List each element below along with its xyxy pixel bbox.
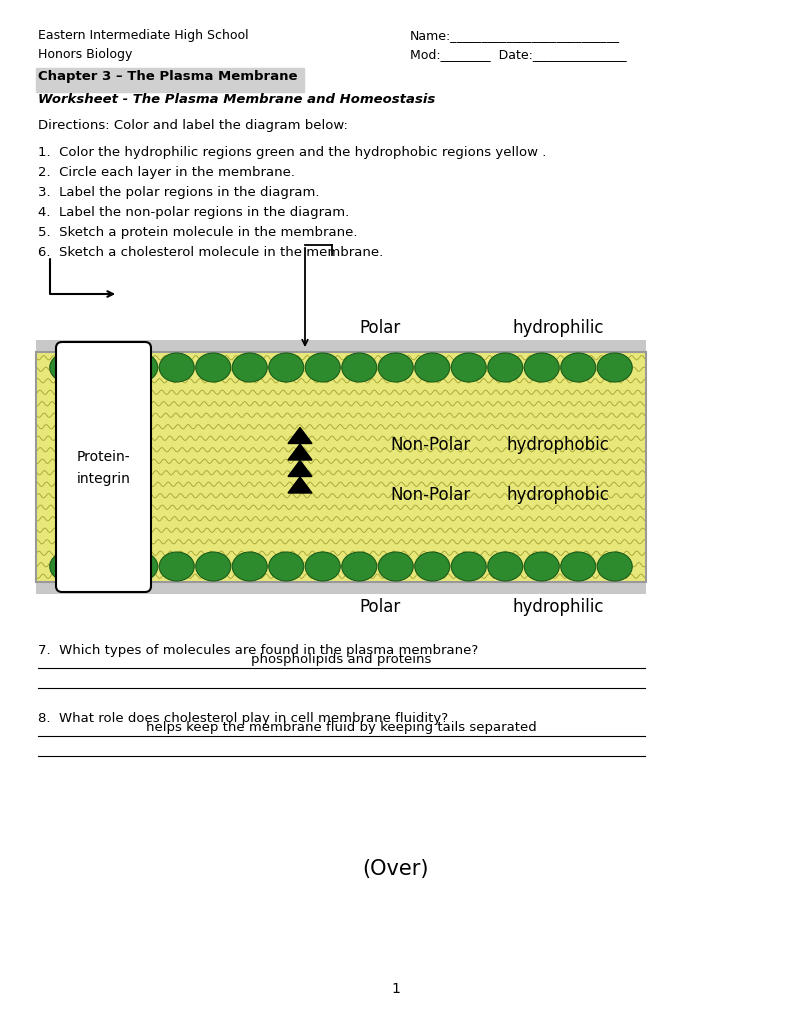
Ellipse shape <box>451 353 486 382</box>
Ellipse shape <box>342 552 377 581</box>
Ellipse shape <box>195 552 231 581</box>
Ellipse shape <box>123 353 157 382</box>
Text: 7.  Which types of molecules are found in the plasma membrane?: 7. Which types of molecules are found in… <box>38 644 479 657</box>
FancyBboxPatch shape <box>56 342 151 592</box>
Ellipse shape <box>488 552 523 581</box>
Ellipse shape <box>597 353 632 382</box>
Text: Directions: Color and label the diagram below:: Directions: Color and label the diagram … <box>38 119 348 132</box>
Text: Non-Polar: Non-Polar <box>390 486 471 504</box>
Ellipse shape <box>342 353 377 382</box>
Text: phospholipids and proteins: phospholipids and proteins <box>252 653 432 666</box>
Text: 4.  Label the non-polar regions in the diagram.: 4. Label the non-polar regions in the di… <box>38 206 350 219</box>
Ellipse shape <box>50 552 85 581</box>
Text: hydrophilic: hydrophilic <box>513 319 604 337</box>
Ellipse shape <box>561 552 596 581</box>
Ellipse shape <box>159 353 195 382</box>
Bar <box>36 352 646 582</box>
Ellipse shape <box>233 353 267 382</box>
Bar <box>36 582 646 594</box>
Text: Worksheet - The Plasma Membrane and Homeostasis: Worksheet - The Plasma Membrane and Home… <box>38 93 435 106</box>
Ellipse shape <box>123 552 157 581</box>
Text: Non-Polar: Non-Polar <box>390 436 471 454</box>
Ellipse shape <box>86 353 121 382</box>
Ellipse shape <box>233 552 267 581</box>
Polygon shape <box>288 444 312 460</box>
Ellipse shape <box>50 353 85 382</box>
Polygon shape <box>288 477 312 493</box>
Ellipse shape <box>305 552 340 581</box>
Ellipse shape <box>524 353 559 382</box>
Text: 1: 1 <box>391 982 400 996</box>
Ellipse shape <box>451 552 486 581</box>
Text: integrin: integrin <box>77 472 131 486</box>
Ellipse shape <box>414 353 450 382</box>
Ellipse shape <box>269 353 304 382</box>
Text: hydrophobic: hydrophobic <box>506 486 609 504</box>
Ellipse shape <box>305 353 340 382</box>
Text: Eastern Intermediate High School: Eastern Intermediate High School <box>38 29 248 42</box>
Text: Mod:________  Date:_______________: Mod:________ Date:_______________ <box>410 48 626 61</box>
Bar <box>36 68 304 92</box>
Bar <box>36 340 646 352</box>
Text: Polar: Polar <box>359 598 400 616</box>
Text: 8.  What role does cholesterol play in cell membrane fluidity?: 8. What role does cholesterol play in ce… <box>38 712 448 725</box>
Ellipse shape <box>414 552 450 581</box>
Polygon shape <box>288 461 312 476</box>
Text: 5.  Sketch a protein molecule in the membrane.: 5. Sketch a protein molecule in the memb… <box>38 226 358 239</box>
Ellipse shape <box>195 353 231 382</box>
Text: 3.  Label the polar regions in the diagram.: 3. Label the polar regions in the diagra… <box>38 186 320 199</box>
Ellipse shape <box>159 552 195 581</box>
Text: Chapter 3 – The Plasma Membrane: Chapter 3 – The Plasma Membrane <box>38 70 297 83</box>
Text: hydrophilic: hydrophilic <box>513 598 604 616</box>
Polygon shape <box>288 427 312 443</box>
Ellipse shape <box>378 353 413 382</box>
Text: 6.  Sketch a cholesterol molecule in the membrane.: 6. Sketch a cholesterol molecule in the … <box>38 246 384 259</box>
Ellipse shape <box>86 552 121 581</box>
Ellipse shape <box>524 552 559 581</box>
Text: Protein-: Protein- <box>77 450 131 464</box>
Ellipse shape <box>597 552 632 581</box>
Ellipse shape <box>378 552 413 581</box>
Text: helps keep the membrane fluid by keeping tails separated: helps keep the membrane fluid by keeping… <box>146 721 537 734</box>
Text: Honors Biology: Honors Biology <box>38 48 132 61</box>
Text: (Over): (Over) <box>362 859 429 879</box>
Ellipse shape <box>561 353 596 382</box>
Ellipse shape <box>269 552 304 581</box>
Ellipse shape <box>488 353 523 382</box>
Text: 2.  Circle each layer in the membrane.: 2. Circle each layer in the membrane. <box>38 166 295 179</box>
Text: hydrophobic: hydrophobic <box>506 436 609 454</box>
Text: Polar: Polar <box>359 319 400 337</box>
Text: 1.  Color the hydrophilic regions green and the hydrophobic regions yellow .: 1. Color the hydrophilic regions green a… <box>38 146 547 159</box>
Text: Name:___________________________: Name:___________________________ <box>410 29 620 42</box>
